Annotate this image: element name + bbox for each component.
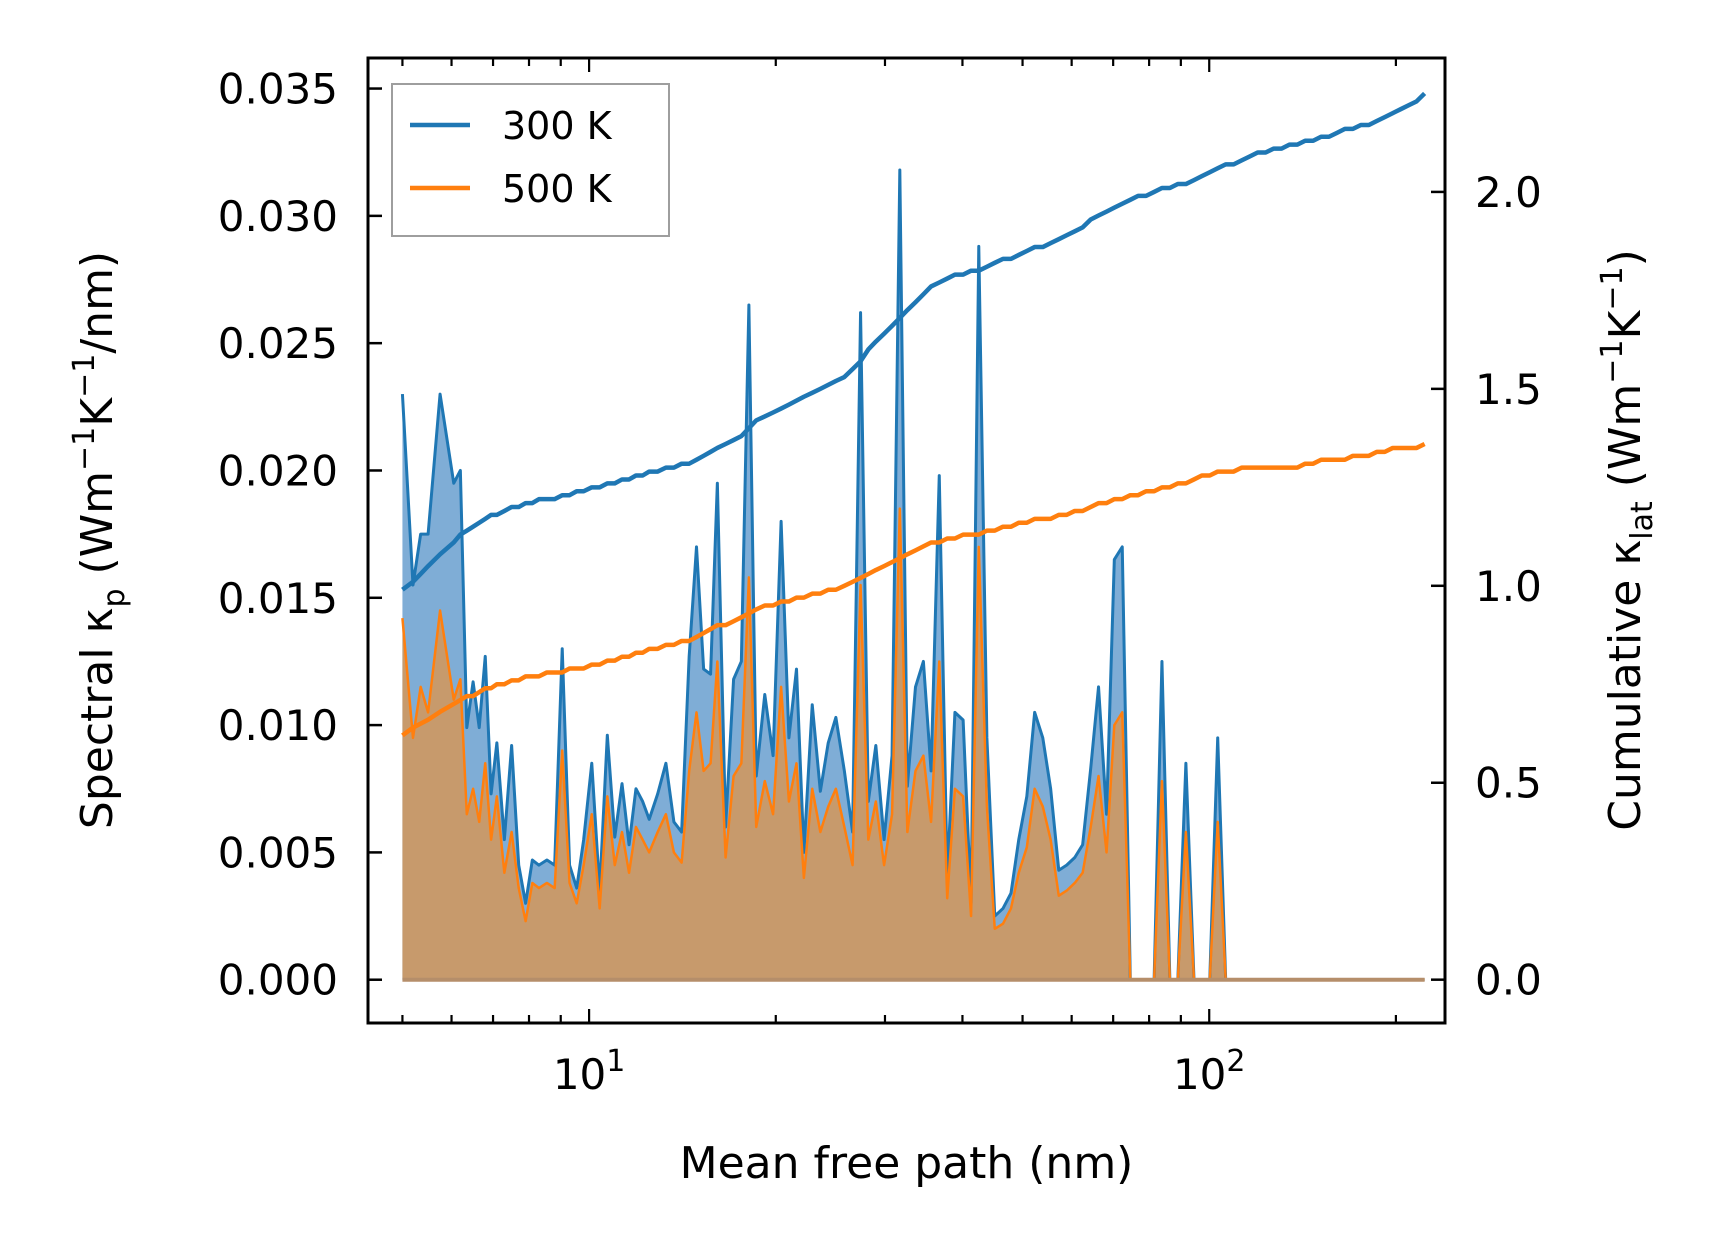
plot-frame [366,56,1447,1025]
y-left-axis-label-part: Spectral κ [72,608,123,830]
y-left-axis-label: Spectral κp (Wm−1K−1/nm) [67,251,132,829]
legend-label: 500 K [502,167,613,211]
y-right-axis-label: Cumulative κlat (Wm−1K−1) [1595,249,1660,831]
spectral-fill-500K [402,508,1425,980]
y-right-axis-label-part: −1 [1595,339,1630,383]
x-tick-exponent: 1 [606,1044,625,1079]
y-right-tick-label: 1.5 [1475,365,1542,414]
y-left-tick-label: 0.035 [218,65,338,114]
y-right-axis-label-part: (Wm [1600,384,1651,502]
y-left-tick-label: 0.005 [218,828,338,877]
y-left-axis-label-part: −1 [67,427,102,471]
legend-label: 300 K [502,104,613,148]
x-tick-base: 10 [1173,1050,1226,1099]
y-left-axis-label-part: p [97,588,132,607]
y-right-axis-label-part: Cumulative κ [1600,540,1651,831]
y-left-tick-label: 0.010 [218,701,338,750]
legend-box [391,83,670,237]
x-tick-label: 101 [553,1044,626,1099]
y-right-tick-label: 0.0 [1475,956,1542,1005]
x-tick-base: 10 [553,1050,606,1099]
plot-area [400,91,1427,982]
x-axis-label: Mean free path (nm) [680,1138,1134,1189]
y-right-tick-label: 2.0 [1475,168,1542,217]
axis-labels: Mean free path (nm)Spectral κp (Wm−1K−1/… [67,249,1660,1189]
y-right-axis-label-part: K [1600,309,1651,339]
y-left-tick-label: 0.025 [218,319,338,368]
x-tick-label: 102 [1173,1044,1246,1099]
cumulative-line-500K [401,441,1426,738]
legend: 300 K 500 K [391,83,670,237]
y-right-axis-label-part: lat [1625,501,1660,540]
y-right-tick-label: 1.0 [1475,562,1542,611]
y-right-tick-label: 0.5 [1475,759,1542,808]
y-left-axis-label-part: (Wm [72,471,123,589]
y-left-tick-label: 0.020 [218,446,338,495]
y-left-tick-label: 0.015 [218,574,338,623]
y-left-axis-label-part: −1 [67,354,102,398]
y-right-axis-label-part: −1 [1595,266,1630,310]
y-right-axis-label-part: ) [1600,249,1651,266]
y-left-axis-label-part: K [72,397,123,427]
y-left-axis-label-part: /nm) [72,251,123,354]
x-tick-exponent: 2 [1226,1044,1245,1079]
y-left-tick-label: 0.030 [218,192,338,241]
y-left-tick-label: 0.000 [218,956,338,1005]
axes: 0.0000.0050.0100.0150.0200.0250.0300.035… [218,56,1542,1099]
cumulative-line-300K [401,91,1427,592]
